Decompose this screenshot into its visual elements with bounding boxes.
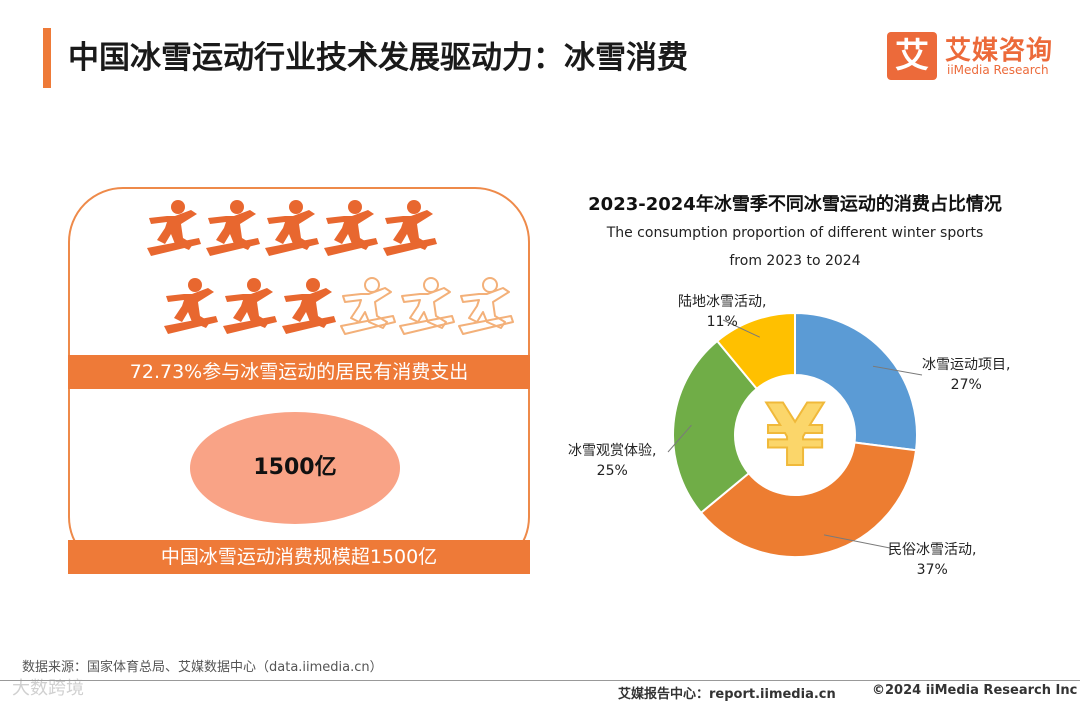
chart-title: 2023-2024年冰雪季不同冰雪运动的消费占比情况 xyxy=(588,194,1002,215)
donut-slice-0 xyxy=(794,311,918,452)
donut-slice-3 xyxy=(715,311,796,391)
donut-slice-2 xyxy=(672,339,759,515)
yuan-center-icon: ¥ xyxy=(765,386,825,486)
snowboarder-icon-filled xyxy=(383,200,437,256)
snowboarder-icon-filled xyxy=(265,200,319,256)
slice-label-sports-projects: 冰雪运动项目, 27% xyxy=(922,355,1010,395)
donut-slice-1 xyxy=(699,441,918,558)
watermark: 大数跨境 xyxy=(12,678,84,699)
slice-label-viewing-experience: 冰雪观赏体验, 25% xyxy=(568,441,656,481)
leader-line-1 xyxy=(823,534,891,549)
snowboarder-icon-outline xyxy=(458,277,514,335)
brand-logo: 艾 艾媒咨询 iiMedia Research xyxy=(887,30,1057,82)
snowboarder-icon-filled xyxy=(223,278,277,334)
snowboarder-icon-filled xyxy=(164,278,218,334)
copyright: ©2024 iiMedia Research Inc xyxy=(872,683,1078,698)
snowboarder-icon-outline xyxy=(340,277,396,335)
slice-label-name: 冰雪观赏体验, xyxy=(568,443,657,459)
data-source: 数据来源：国家体育总局、艾媒数据中心（data.iimedia.cn） xyxy=(22,660,383,675)
report-center-link[interactable]: 艾媒报告中心：report.iimedia.cn xyxy=(618,687,836,702)
participant-icon-grid xyxy=(145,198,514,348)
slice-label-land-activities: 陆地冰雪活动, 11% xyxy=(678,292,766,332)
slice-label-name: 冰雪运动项目, xyxy=(922,357,1011,373)
spending-share-banner: 72.73%参与冰雪运动的居民有消费支出 xyxy=(68,355,530,389)
snowboarder-icon-filled xyxy=(324,200,378,256)
slice-label-name: 民俗冰雪活动, xyxy=(888,542,977,558)
leader-line-0 xyxy=(872,365,923,376)
logo-mark: 艾 xyxy=(887,32,937,80)
consumption-donut-chart: ¥ xyxy=(667,311,923,558)
snowboarder-icon-filled xyxy=(147,200,201,256)
slice-label-value: 25% xyxy=(596,463,628,479)
snowboarder-icon-outline xyxy=(399,277,455,335)
logo-name-en: iiMedia Research xyxy=(947,63,1049,77)
title-accent-bar xyxy=(43,28,51,88)
chart-subtitle-line-1: The consumption proportion of different … xyxy=(606,225,984,241)
slice-label-name: 陆地冰雪活动, xyxy=(678,294,767,310)
leader-line-3 xyxy=(722,319,760,338)
page-title: 中国冰雪运动行业技术发展驱动力：冰雪消费 xyxy=(68,40,688,76)
slice-label-folk-activities: 民俗冰雪活动, 37% xyxy=(888,540,976,580)
leader-line-2 xyxy=(667,424,692,453)
chart-subtitle-line-2: from 2023 to 2024 xyxy=(729,253,861,269)
slice-label-value: 11% xyxy=(706,314,738,330)
market-size-value: 1500亿 xyxy=(253,455,337,480)
market-size-oval xyxy=(190,412,400,524)
logo-name-cn: 艾媒咨询 xyxy=(945,36,1054,66)
snowboarder-icon-filled xyxy=(206,200,260,256)
snowboarder-icon-filled xyxy=(282,278,336,334)
market-size-banner: 中国冰雪运动消费规模超1500亿 xyxy=(68,540,530,574)
slice-label-value: 37% xyxy=(916,562,948,578)
slice-label-value: 27% xyxy=(950,377,982,393)
footer-divider xyxy=(0,680,1080,681)
